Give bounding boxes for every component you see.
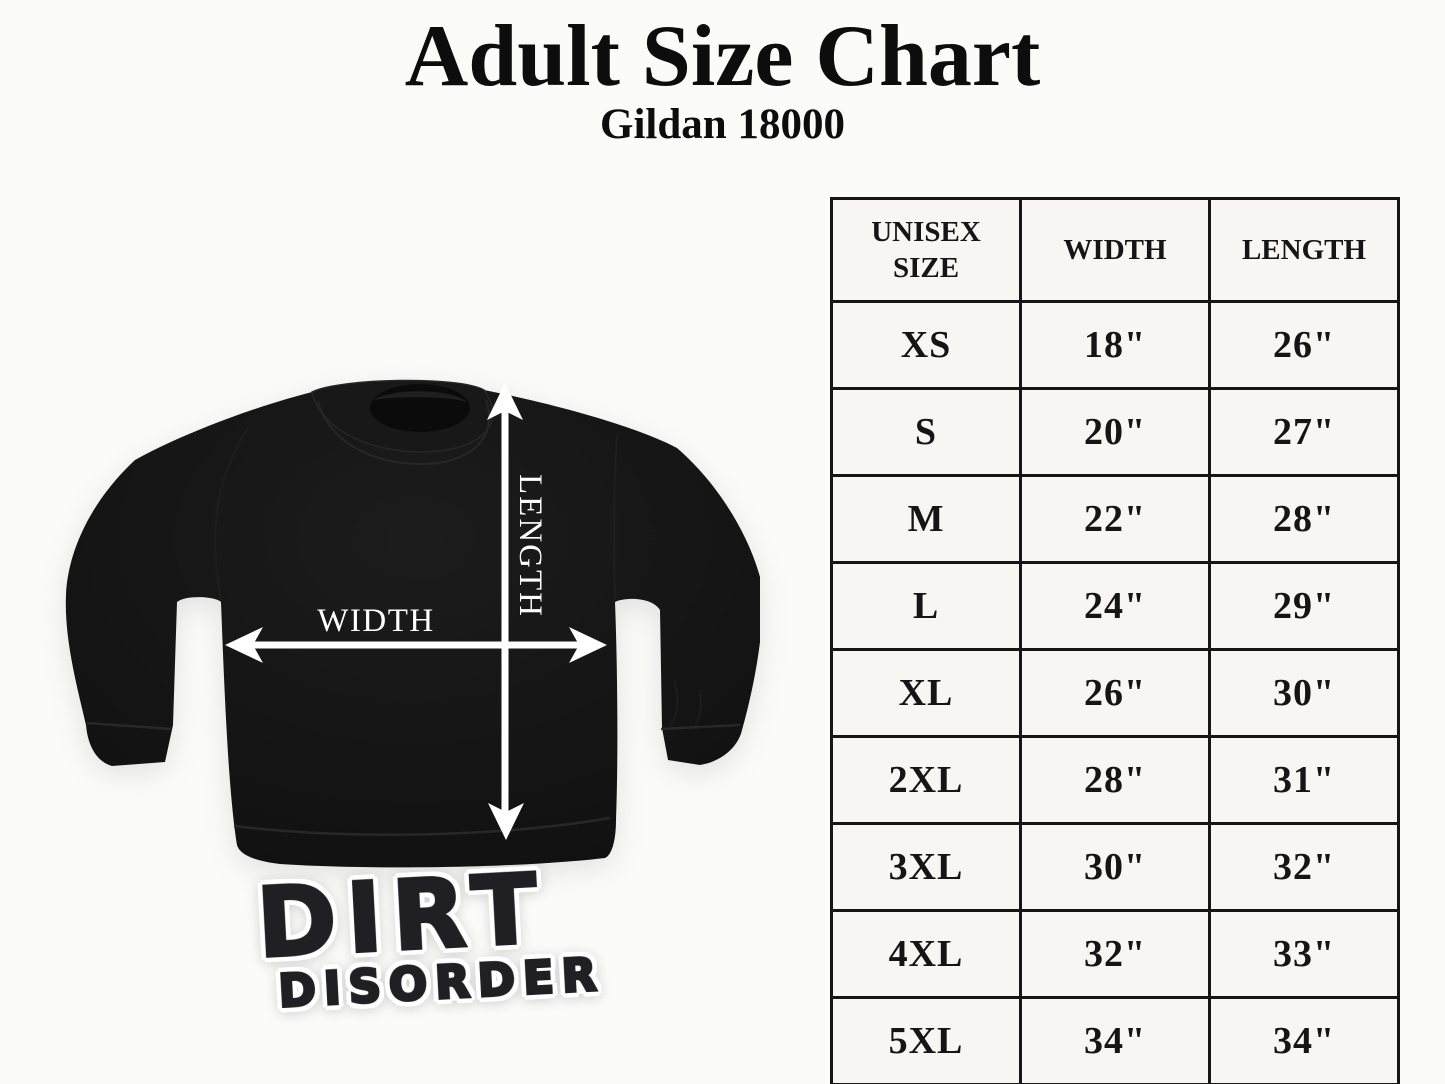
waistband-seam	[233, 816, 611, 836]
size-cell: XL	[830, 648, 1022, 738]
length-cell: 31"	[1208, 735, 1400, 825]
width-measure-label: WIDTH	[317, 603, 434, 639]
size-cell: L	[830, 561, 1022, 651]
header-cell-unisex-size: UNISEX SIZE	[830, 197, 1022, 303]
collar-opening	[370, 384, 470, 432]
page-title: Adult Size Chart	[404, 8, 1041, 105]
header-cell-length: LENGTH	[1208, 197, 1400, 303]
size-cell: 5XL	[830, 996, 1022, 1084]
sweatshirt-silhouette	[65, 381, 763, 868]
length-arrow	[487, 383, 524, 840]
width-arrow	[225, 627, 607, 663]
size-cell: 4XL	[830, 909, 1022, 999]
sweatshirt-svg: WIDTH LENGTH	[65, 379, 763, 868]
collar-inner-back	[374, 391, 467, 402]
size-table-body: XS 18" 26" S 20" 27" M 22" 28" L 24" 29"…	[830, 300, 1400, 1084]
table-row: 2XL 28" 31"	[830, 735, 1400, 825]
page-header: Adult Size Chart Gildan 18000	[0, 12, 1445, 147]
size-table-header: UNISEX SIZE WIDTH LENGTH	[830, 197, 1400, 303]
width-cell: 20"	[1019, 387, 1211, 477]
length-cell: 29"	[1208, 561, 1400, 651]
header-cell-width: WIDTH	[1019, 197, 1211, 303]
size-cell: S	[830, 387, 1022, 477]
length-cell: 27"	[1208, 387, 1400, 477]
sweatshirt-diagram: WIDTH LENGTH	[40, 350, 763, 895]
collar-seam	[317, 399, 491, 466]
length-cell: 34"	[1208, 996, 1400, 1084]
size-cell: M	[830, 474, 1022, 564]
width-cell: 24"	[1019, 561, 1211, 651]
size-table: UNISEX SIZE WIDTH LENGTH XS 18" 26" S 20…	[830, 197, 1400, 1084]
table-row: XL 26" 30"	[830, 648, 1400, 738]
size-cell: 3XL	[830, 822, 1022, 912]
length-cell: 30"	[1208, 648, 1400, 738]
left-shoulder-seam	[214, 427, 249, 601]
size-cell: XS	[830, 300, 1022, 390]
width-cell: 22"	[1019, 474, 1211, 564]
table-row: 4XL 32" 33"	[830, 909, 1400, 999]
width-cell: 32"	[1019, 909, 1211, 999]
table-row: M 22" 28"	[830, 474, 1400, 564]
length-cell: 32"	[1208, 822, 1400, 912]
width-cell: 34"	[1019, 996, 1211, 1084]
table-row: S 20" 27"	[830, 387, 1400, 477]
width-cell: 28"	[1019, 735, 1211, 825]
right-shoulder-seam	[613, 434, 618, 601]
right-wrist-folds	[669, 679, 702, 727]
width-cell: 18"	[1019, 300, 1211, 390]
page-subtitle: Gildan 18000	[600, 100, 845, 148]
width-cell: 30"	[1019, 822, 1211, 912]
length-measure-label: LENGTH	[512, 474, 548, 618]
size-cell: 2XL	[830, 735, 1022, 825]
table-row: XS 18" 26"	[830, 300, 1400, 390]
length-cell: 28"	[1208, 474, 1400, 564]
length-cell: 33"	[1208, 909, 1400, 999]
width-cell: 26"	[1019, 648, 1211, 738]
length-cell: 26"	[1208, 300, 1400, 390]
right-cuff-seam	[660, 723, 741, 731]
table-header-row: UNISEX SIZE WIDTH LENGTH	[830, 197, 1400, 303]
table-row: 5XL 34" 34"	[830, 996, 1400, 1084]
table-row: L 24" 29"	[830, 561, 1400, 651]
table-row: 3XL 30" 32"	[830, 822, 1400, 912]
brand-logo: DIRT DISORDER	[245, 851, 608, 1019]
left-cuff-seam	[86, 721, 172, 731]
